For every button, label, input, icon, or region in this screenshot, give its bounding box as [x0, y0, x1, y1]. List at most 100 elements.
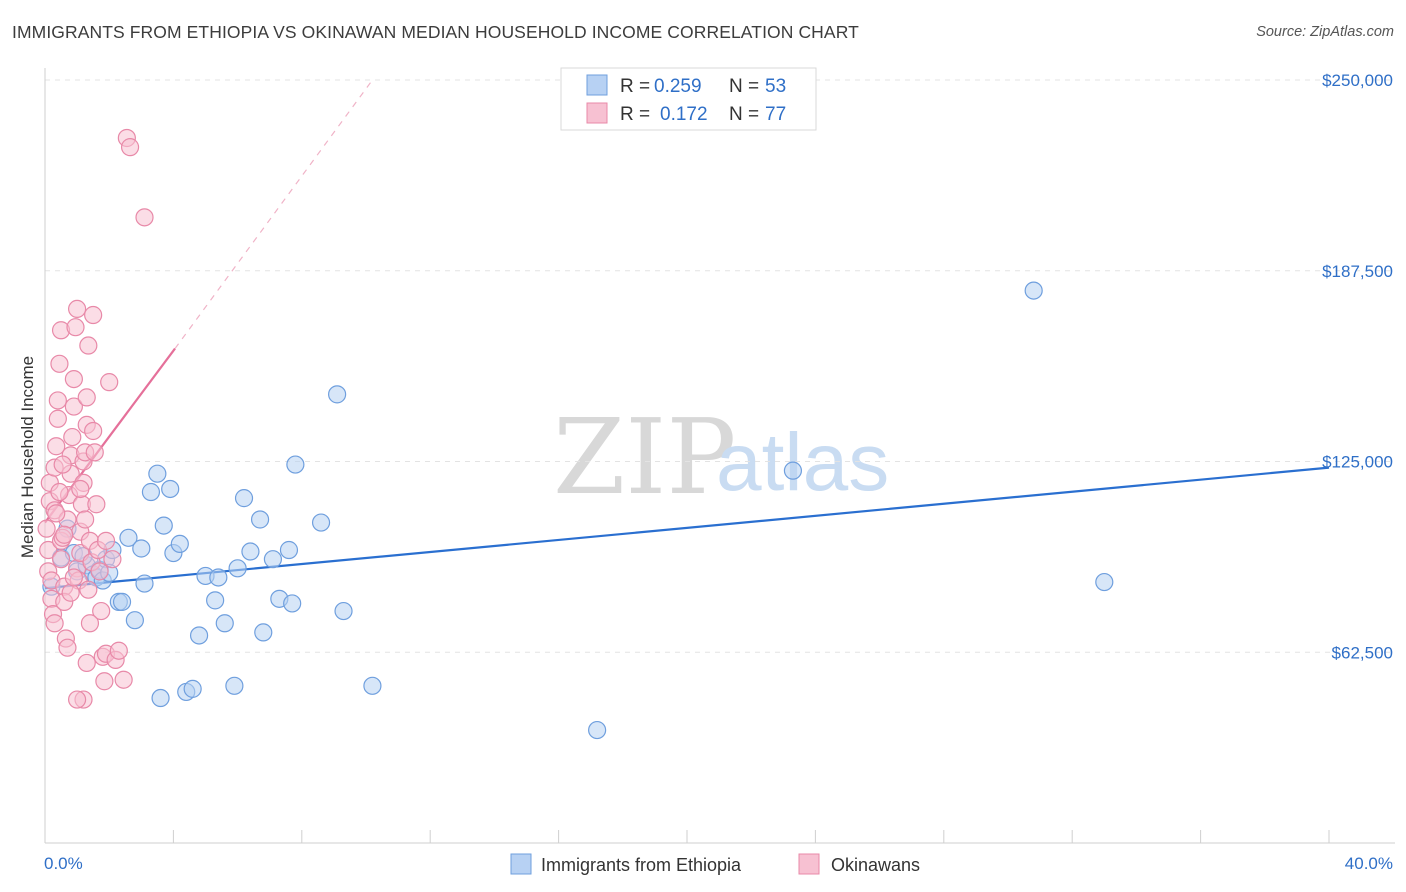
- data-point-okinawan: [77, 653, 96, 673]
- data-point-okinawan: [45, 614, 64, 633]
- data-point-ethiopia: [363, 676, 382, 695]
- data-point-ethiopia: [183, 679, 202, 698]
- data-point-ethiopia: [263, 550, 283, 569]
- trend-line-blue: [44, 466, 1330, 590]
- watermark-atlas: atlas: [716, 417, 889, 508]
- legend-r-label: R =: [620, 76, 650, 97]
- data-point-ethiopia: [154, 516, 173, 535]
- legend-box: R = 0.259 N = 53 R = 0.172 N = 77: [560, 67, 817, 131]
- bottom-legend-swatch-blue: [510, 853, 532, 875]
- data-points: [37, 128, 1114, 740]
- watermark-zip: ZIP: [553, 396, 736, 518]
- axes: [44, 68, 1395, 844]
- watermark: ZIP atlas: [553, 396, 889, 518]
- data-point-ethiopia: [170, 534, 189, 554]
- bottom-legend: Immigrants from Ethiopia Okinawans: [510, 853, 920, 875]
- data-point-okinawan: [51, 550, 71, 569]
- data-point-okinawan: [58, 638, 77, 657]
- data-point-okinawan: [79, 580, 98, 599]
- legend-r-value-blue: 0.259: [654, 76, 702, 97]
- source-label: Source: ZipAtlas.com: [1256, 24, 1394, 40]
- data-point-okinawan: [64, 369, 83, 389]
- data-point-ethiopia: [254, 623, 273, 642]
- data-point-okinawan: [64, 568, 83, 587]
- data-point-okinawan: [48, 391, 67, 410]
- data-point-okinawan: [50, 482, 69, 502]
- data-point-ethiopia: [286, 455, 305, 474]
- data-point-okinawan: [96, 531, 116, 550]
- data-point-ethiopia: [189, 626, 209, 645]
- data-point-okinawan: [64, 397, 83, 416]
- data-point-okinawan: [90, 562, 109, 581]
- y-tick-label: $250,000: [1322, 71, 1393, 90]
- data-point-ethiopia: [135, 574, 154, 593]
- data-point-ethiopia: [783, 461, 803, 480]
- data-point-okinawan: [47, 437, 66, 456]
- bottom-legend-label-blue: Immigrants from Ethiopia: [541, 855, 742, 875]
- data-point-ethiopia: [112, 592, 132, 611]
- x-tick-label: 0.0%: [44, 854, 83, 873]
- data-point-okinawan: [80, 614, 100, 633]
- data-point-ethiopia: [1024, 281, 1043, 300]
- data-point-okinawan: [50, 354, 69, 373]
- x-tick-labels: 0.0% 40.0%: [44, 854, 1393, 873]
- data-point-ethiopia: [148, 464, 167, 483]
- data-point-ethiopia: [279, 540, 299, 560]
- data-point-okinawan: [76, 510, 95, 529]
- y-tick-label: $125,000: [1322, 453, 1393, 472]
- data-point-okinawan: [61, 583, 80, 602]
- data-point-okinawan: [109, 641, 128, 660]
- x-tick-label: 40.0%: [1345, 854, 1393, 873]
- legend-n-label: N =: [729, 104, 759, 125]
- legend-swatch-blue: [586, 74, 608, 96]
- legend-n-value-pink: 77: [765, 104, 786, 125]
- legend-n-value-blue: 53: [765, 76, 786, 97]
- data-point-ethiopia: [209, 568, 228, 587]
- y-tick-label: $187,500: [1322, 262, 1393, 281]
- legend-swatch-pink: [586, 102, 608, 124]
- y-tick-label: $62,500: [1332, 643, 1393, 662]
- data-point-okinawan: [135, 208, 154, 227]
- data-point-okinawan: [87, 495, 106, 514]
- data-point-ethiopia: [141, 482, 161, 502]
- data-point-okinawan: [71, 479, 90, 499]
- data-point-okinawan: [120, 138, 140, 157]
- data-point-ethiopia: [206, 591, 225, 610]
- data-point-ethiopia: [132, 539, 151, 558]
- data-point-okinawan: [85, 443, 104, 462]
- data-point-okinawan: [55, 525, 74, 544]
- data-point-okinawan: [103, 550, 122, 569]
- data-point-okinawan: [47, 504, 66, 523]
- data-point-ethiopia: [225, 676, 244, 695]
- data-point-okinawan: [53, 455, 72, 474]
- data-point-ethiopia: [311, 513, 331, 532]
- data-point-okinawan: [79, 336, 98, 355]
- trend-line-pink-extension: [174, 79, 373, 349]
- bottom-legend-swatch-pink: [798, 853, 820, 875]
- data-point-okinawan: [114, 670, 133, 689]
- gridlines: [45, 79, 1395, 653]
- data-point-ethiopia: [1095, 572, 1114, 592]
- data-point-okinawan: [84, 421, 103, 441]
- data-point-ethiopia: [119, 528, 138, 547]
- data-point-okinawan: [67, 299, 87, 318]
- chart-title: IMMIGRANTS FROM ETHIOPIA VS OKINAWAN MED…: [12, 22, 859, 42]
- bottom-legend-label-pink: Okinawans: [831, 855, 920, 875]
- data-point-ethiopia: [241, 542, 260, 561]
- data-point-okinawan: [48, 409, 67, 428]
- data-point-ethiopia: [215, 614, 234, 633]
- data-point-okinawan: [77, 388, 96, 407]
- data-point-ethiopia: [234, 489, 254, 508]
- data-point-ethiopia: [283, 594, 302, 613]
- data-point-okinawan: [66, 318, 85, 337]
- data-point-ethiopia: [334, 601, 353, 621]
- data-point-okinawan: [37, 519, 56, 538]
- data-point-okinawan: [67, 690, 87, 709]
- data-point-okinawan: [100, 373, 119, 392]
- data-point-okinawan: [92, 601, 111, 621]
- data-point-ethiopia: [250, 510, 270, 529]
- y-axis-title: Median Household Income: [18, 356, 37, 558]
- data-point-okinawan: [95, 672, 114, 691]
- data-point-ethiopia: [228, 559, 247, 578]
